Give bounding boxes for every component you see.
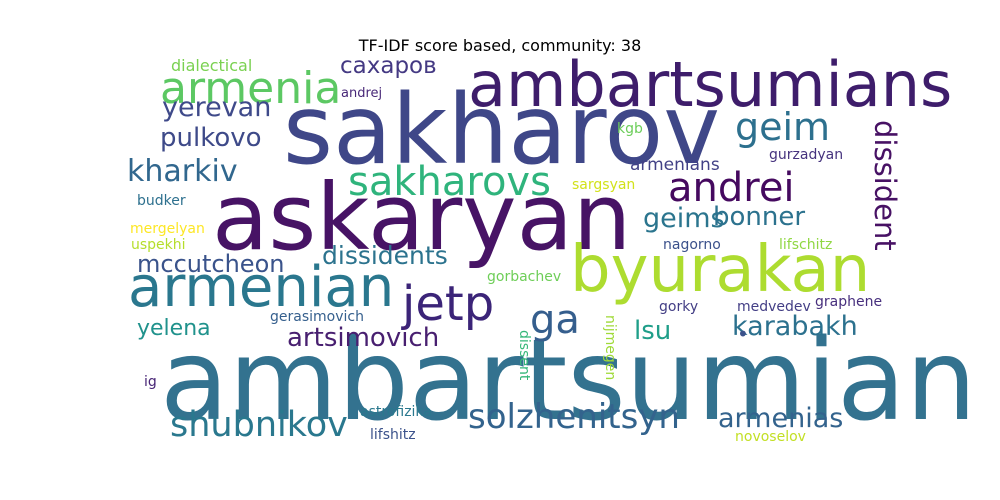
word: solzhenitsyn <box>468 397 680 437</box>
word: nijmegen <box>602 315 618 381</box>
word: dissident <box>868 120 902 251</box>
word: shubnikov <box>170 405 348 445</box>
word: armenias <box>718 403 844 434</box>
word: dissidents <box>322 241 448 270</box>
word: ga <box>530 297 580 343</box>
word: graphene <box>815 294 883 310</box>
word: armenia <box>160 63 342 114</box>
word: mergelyan <box>130 221 205 237</box>
word: ambartsumians <box>468 48 953 121</box>
word: сахаров <box>340 53 437 79</box>
word: kharkiv <box>127 154 238 189</box>
word-cloud <box>125 59 875 434</box>
word: bonner <box>713 202 806 232</box>
word: kgb <box>617 121 643 137</box>
word: ambartsumian <box>160 316 977 446</box>
word: uspekhi <box>131 237 186 253</box>
word: armenian <box>128 255 395 320</box>
word: ig <box>144 374 157 390</box>
word: lifshitz <box>370 427 416 443</box>
word: yelena <box>137 316 211 341</box>
word: budker <box>137 193 186 209</box>
word: nagorno <box>663 237 721 253</box>
word: mccutcheon <box>137 250 285 278</box>
word: byurakan <box>570 233 871 307</box>
word: armenians <box>630 155 720 175</box>
word: gerasimovich <box>270 309 364 325</box>
word: geim <box>735 105 831 149</box>
word: andrej <box>341 86 383 101</box>
word: andrei <box>668 165 795 211</box>
word: astrofizika <box>360 404 432 420</box>
chart-title: TF-IDF score based, community: 38 <box>358 36 642 55</box>
word: dissent <box>516 330 532 381</box>
word: yerevan <box>162 92 272 123</box>
word: artsimovich <box>287 323 440 353</box>
word: jetp <box>402 276 495 332</box>
word: lsu <box>634 316 672 346</box>
word: • <box>737 322 749 346</box>
word: novoselov <box>735 429 806 445</box>
word: dialectical <box>171 56 253 75</box>
word: sakharov <box>283 74 721 186</box>
word: sakharovs <box>348 159 551 205</box>
word: gurzadyan <box>769 147 844 163</box>
word: lifschitz <box>779 237 833 253</box>
word: pulkovo <box>160 123 262 153</box>
word: gorbachev <box>487 269 562 285</box>
word: karabakh <box>732 311 858 342</box>
word: askaryan <box>212 164 632 271</box>
word: sargsyan <box>572 177 636 193</box>
word: gorky <box>659 299 699 315</box>
word: geims <box>643 203 725 234</box>
word: medvedev <box>737 299 811 315</box>
